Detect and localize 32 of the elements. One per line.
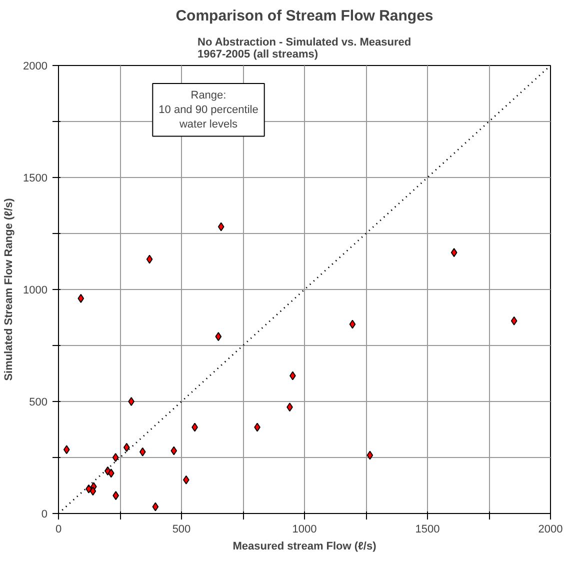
point (139, 447, 146, 456)
point (170, 446, 178, 456)
point (366, 450, 374, 460)
point (146, 254, 153, 264)
x-tick-label: 1000 (292, 524, 317, 536)
y-tick-label: 2000 (23, 60, 48, 72)
point (510, 316, 518, 326)
point (63, 445, 70, 454)
point (128, 397, 134, 406)
chart-subtitle: No Abstraction - Simulated vs. Measured 1967-2005 (all streams) (198, 36, 412, 60)
x-tick-label: 1500 (415, 524, 440, 536)
x-tick-label: 2000 (538, 524, 563, 536)
chart-title: Comparison of Stream Flow Ranges (176, 8, 434, 24)
point (108, 468, 114, 478)
point (450, 248, 458, 258)
point (112, 453, 119, 462)
point (349, 320, 356, 329)
y-tick-label: 500 (29, 396, 48, 408)
x-tick-label: 500 (172, 524, 191, 536)
y-axis-title: Simulated Stream Flow Range (ℓ/s) (3, 198, 16, 381)
x-axis-title: Measured stream Flow (ℓ/s) (232, 540, 377, 552)
point (152, 502, 159, 512)
y-tick-label: 1000 (23, 284, 48, 296)
point (78, 294, 84, 303)
y-tick-label: 1500 (23, 172, 48, 184)
annotation: Range: 10 and 90 percentile water levels (158, 90, 258, 130)
point (218, 222, 224, 232)
x-tick-label: 0 (55, 524, 62, 536)
point (90, 486, 96, 496)
point (123, 442, 130, 452)
y-tick-label: 0 (41, 508, 48, 520)
point (215, 332, 222, 342)
